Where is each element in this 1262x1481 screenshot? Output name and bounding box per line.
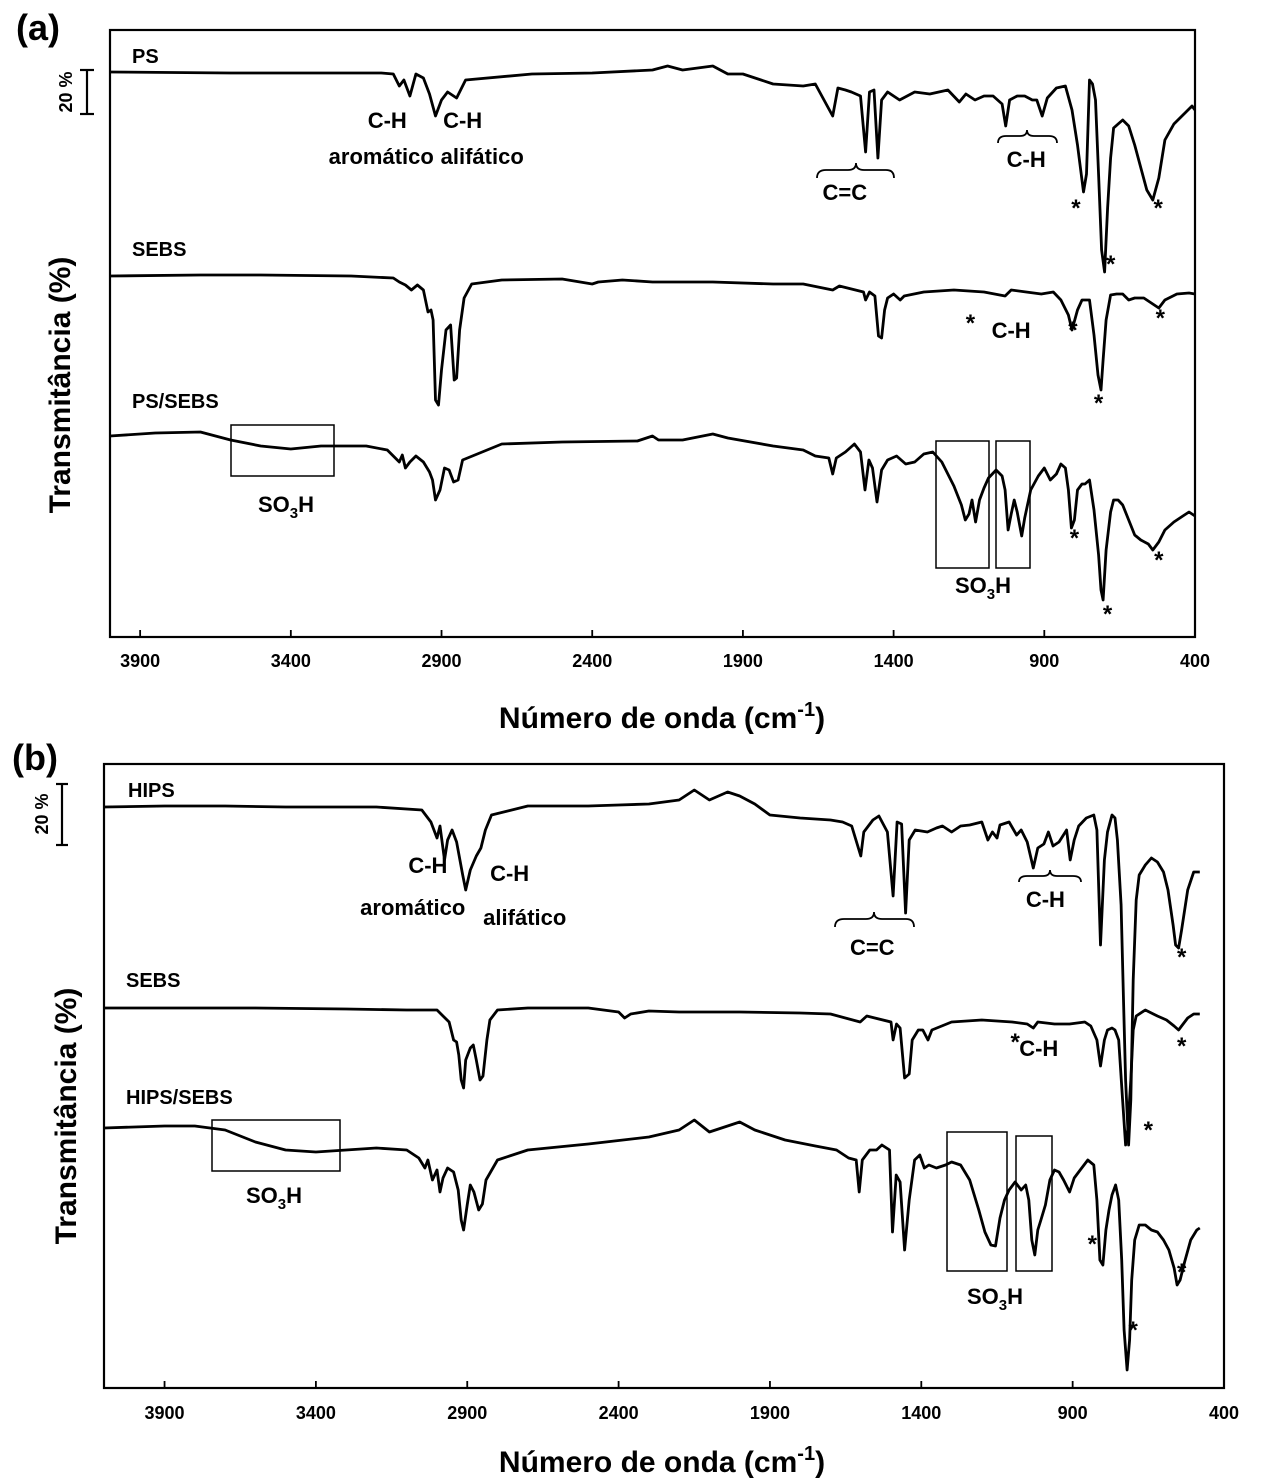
panel-b-so3h-box-2 — [946, 1131, 1008, 1272]
x-tick-label: 3900 — [120, 651, 160, 671]
x-tick-label: 400 — [1180, 651, 1210, 671]
x-tick-label: 1900 — [750, 1403, 790, 1423]
panel-a-label: (a) — [16, 7, 60, 48]
panel-a-so3h-box-1 — [230, 424, 335, 477]
panel-b-ch-brace — [1018, 869, 1082, 883]
asterisk-marker: * — [1094, 390, 1104, 417]
asterisk-marker: * — [1071, 195, 1081, 222]
spectrum-line-hips-sebs — [103, 1118, 1201, 1372]
panel-a-so3h-box-3 — [995, 440, 1031, 569]
panel-a-x-axis-label: Número de onda (cm-1) — [499, 699, 825, 735]
panel-b-scale-bar-label: 20 % — [32, 793, 52, 834]
series-label: PS — [132, 46, 159, 68]
panel-b-scale-bar: 20 % — [32, 782, 68, 847]
x-tick-label: 3400 — [296, 1403, 336, 1423]
panel-a-x-ticks: 3900 3400 2900 2400 1900 1400 900 400 — [120, 630, 1210, 671]
band-annotation: C-H — [490, 861, 529, 886]
x-tick-label: 3400 — [271, 651, 311, 671]
series-label: PS/SEBS — [132, 391, 219, 413]
asterisk-marker: * — [1177, 1259, 1187, 1286]
band-annotation: C-H — [1019, 1036, 1058, 1061]
panel-a-so3h-label-2: SO3H — [955, 573, 1011, 603]
asterisk-marker: * — [1129, 1317, 1139, 1344]
series-label: HIPS — [128, 780, 175, 802]
band-annotation: alifático — [483, 905, 566, 930]
asterisk-marker: * — [1106, 251, 1116, 278]
band-annotation: C-H — [1026, 887, 1065, 912]
band-annotation: C-H — [368, 108, 407, 133]
band-annotation: C-H — [443, 108, 482, 133]
panel-b-x-axis-label: Número de onda (cm-1) — [499, 1443, 825, 1479]
x-tick-label: 3900 — [145, 1403, 185, 1423]
spectrum-line-ps — [109, 64, 1197, 274]
panel-b-so3h-label-2: SO3H — [967, 1284, 1023, 1314]
panel-b-series: HIPSC-HaromáticoC-HalifáticoC=CC-H*SEBS*… — [103, 780, 1201, 1372]
asterisk-marker: * — [1177, 1033, 1187, 1060]
band-annotation: aromático — [329, 144, 434, 169]
x-tick-label: 900 — [1029, 651, 1059, 671]
x-tick-label: 1900 — [723, 651, 763, 671]
x-tick-label: 2400 — [572, 651, 612, 671]
panel-a-cc-brace — [816, 162, 895, 179]
asterisk-marker: * — [1177, 944, 1187, 971]
panel-b-so3h-box-1 — [211, 1119, 341, 1172]
panel-b-cc-brace — [834, 911, 915, 928]
asterisk-marker: * — [1088, 1231, 1098, 1258]
asterisk-marker: * — [1154, 547, 1164, 574]
band-annotation: C=C — [822, 180, 867, 205]
spectrum-line-ps-sebs — [109, 430, 1196, 602]
panel-b-plot-frame — [102, 762, 1226, 1390]
asterisk-marker: * — [1103, 601, 1113, 628]
panel-a-scale-bar-label: 20 % — [56, 71, 76, 112]
series-label: SEBS — [126, 970, 180, 992]
x-tick-label: 2900 — [422, 651, 462, 671]
series-label: SEBS — [132, 239, 186, 261]
panel-a-plot-frame — [108, 28, 1197, 639]
panel-a-so3h-box-2 — [935, 440, 990, 569]
panel-a-y-axis-label: Transmitância (%) — [44, 257, 77, 514]
asterisk-marker: * — [1156, 305, 1166, 332]
panel-b-label: (b) — [12, 737, 58, 778]
x-tick-label: 1400 — [901, 1403, 941, 1423]
band-annotation: aromático — [360, 895, 465, 920]
asterisk-marker: * — [1144, 1117, 1154, 1144]
x-tick-label: 400 — [1209, 1403, 1239, 1423]
panel-a-so3h-label-1: SO3H — [258, 492, 314, 522]
panel-a-ch-brace — [997, 129, 1058, 144]
band-annotation: alifático — [441, 144, 524, 169]
band-annotation: C-H — [1007, 147, 1046, 172]
panel-b-x-ticks: 3900 3400 2900 2400 1900 1400 900 400 — [145, 1381, 1239, 1423]
x-tick-label: 1400 — [874, 651, 914, 671]
panel-b: (b) 20 % Transmitância (%) 3900 3400 2900 2… — [12, 737, 1239, 1479]
x-tick-label: 2400 — [599, 1403, 639, 1423]
asterisk-marker: * — [966, 310, 976, 337]
spectrum-line-sebs — [109, 273, 1196, 407]
asterisk-marker: * — [1070, 525, 1080, 552]
band-annotation: C-H — [992, 318, 1031, 343]
band-annotation: C=C — [850, 935, 895, 960]
asterisk-marker: * — [1068, 317, 1078, 344]
panel-b-so3h-label-1: SO3H — [246, 1183, 302, 1213]
panel-a: (a) 20 % Transmitância (%) 3900 3400 2900 2… — [16, 7, 1210, 735]
asterisk-marker: * — [1010, 1029, 1020, 1056]
spectrum-line-sebs — [104, 1006, 1200, 1147]
x-tick-label: 2900 — [447, 1403, 487, 1423]
spectrum-line-hips — [103, 788, 1200, 1147]
band-annotation: C-H — [408, 853, 447, 878]
panel-b-y-axis-label: Transmitância (%) — [50, 988, 83, 1245]
asterisk-marker: * — [1154, 195, 1164, 222]
series-label: HIPS/SEBS — [126, 1087, 233, 1109]
x-tick-label: 900 — [1058, 1403, 1088, 1423]
panel-b-so3h-box-3 — [1015, 1135, 1053, 1272]
panel-a-scale-bar: 20 % — [56, 68, 94, 116]
panel-a-series: PS C-H aromático C-H alifático C=C C-H * * * SEBS *… — [109, 46, 1197, 628]
